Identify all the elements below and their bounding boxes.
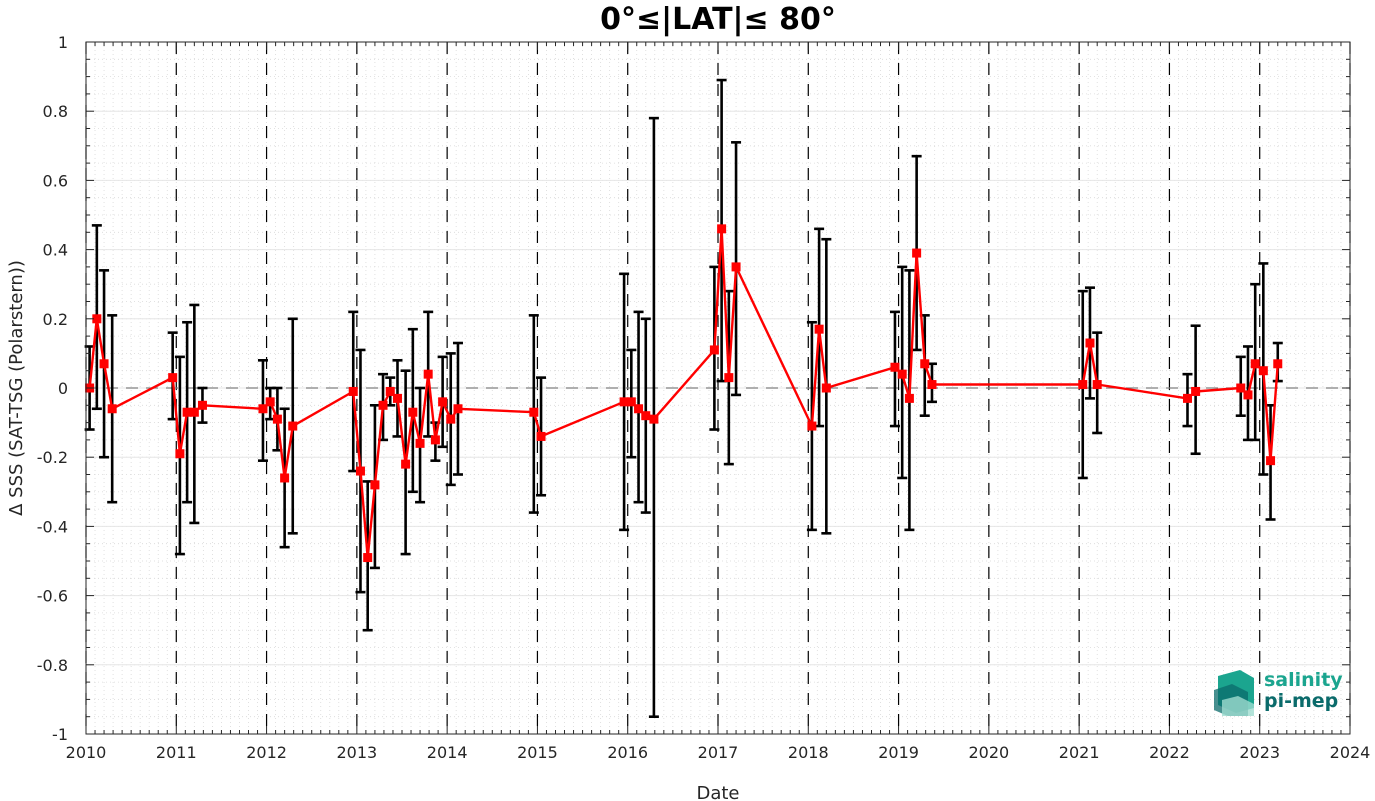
data-point bbox=[927, 380, 937, 390]
data-point bbox=[709, 345, 719, 355]
y-tick-label: 0.2 bbox=[43, 310, 68, 329]
data-point bbox=[175, 449, 185, 459]
data-point bbox=[821, 383, 831, 393]
data-point bbox=[912, 248, 922, 258]
errorbar-layer bbox=[84, 78, 1283, 719]
x-tick-label: 2018 bbox=[788, 743, 829, 762]
data-point bbox=[1258, 366, 1268, 376]
data-point bbox=[348, 386, 358, 396]
x-tick-label: 2021 bbox=[1059, 743, 1100, 762]
data-point bbox=[197, 400, 207, 410]
data-point bbox=[626, 397, 636, 407]
data-point bbox=[415, 438, 425, 448]
x-tick-labels: 2010 2011 2012 2013 2014 2015 2016 2017 2018 2019… bbox=[66, 743, 1371, 762]
x-tick-label: 2019 bbox=[878, 743, 919, 762]
data-point bbox=[258, 404, 268, 414]
x-tick-label: 2023 bbox=[1239, 743, 1280, 762]
data-point bbox=[724, 373, 734, 383]
data-point bbox=[807, 421, 817, 431]
data-point bbox=[717, 224, 727, 234]
data-point bbox=[272, 414, 282, 424]
data-point bbox=[641, 411, 651, 421]
y-tick-label: -1 bbox=[52, 725, 68, 744]
y-tick-label: 0.4 bbox=[43, 241, 68, 260]
y-tick-label: -0.2 bbox=[37, 448, 68, 467]
y-tick-label: -0.4 bbox=[37, 517, 68, 536]
data-point bbox=[430, 435, 440, 445]
data-point bbox=[408, 407, 418, 417]
data-point bbox=[99, 359, 109, 369]
x-tick-label: 2015 bbox=[517, 743, 558, 762]
data-point bbox=[392, 393, 402, 403]
data-point bbox=[1266, 456, 1276, 466]
y-tick-label: 0.6 bbox=[43, 171, 68, 190]
data-point bbox=[731, 262, 741, 272]
y-axis-title: Δ SSS (SAT-TSG (Polarstern)) bbox=[6, 260, 27, 516]
x-tick-label: 2013 bbox=[336, 743, 377, 762]
data-point bbox=[92, 314, 102, 324]
data-point bbox=[385, 386, 395, 396]
y-tick-labels: -1 -0.8 -0.6 -0.4 -0.2 0 0.2 0.4 0.6 0.8 1 bbox=[37, 33, 68, 744]
y-tick-label: 1 bbox=[58, 33, 68, 52]
data-point bbox=[1191, 386, 1201, 396]
x-tick-label: 2014 bbox=[427, 743, 468, 762]
y-tick-label: 0.8 bbox=[43, 102, 68, 121]
logo-line2: pi-mep bbox=[1264, 690, 1338, 712]
data-point bbox=[1250, 359, 1260, 369]
data-point bbox=[446, 414, 456, 424]
data-point bbox=[1092, 380, 1102, 390]
data-point bbox=[423, 369, 433, 379]
data-point bbox=[265, 397, 275, 407]
data-point bbox=[1273, 359, 1283, 369]
logo-line1: salinity bbox=[1264, 669, 1343, 691]
x-tick-label: 2010 bbox=[66, 743, 107, 762]
data-point bbox=[189, 407, 199, 417]
chart-title: 0°≤|LAT|≤ 80° bbox=[600, 2, 836, 37]
data-point bbox=[1243, 390, 1253, 400]
data-point bbox=[280, 473, 290, 483]
data-point bbox=[814, 324, 824, 334]
data-point bbox=[355, 466, 365, 476]
data-point bbox=[1182, 393, 1192, 403]
data-point bbox=[890, 362, 900, 372]
data-point bbox=[634, 404, 644, 414]
series-layer bbox=[85, 224, 1283, 563]
salinity-pi-mep-logo: salinity pi-mep bbox=[1214, 669, 1343, 716]
x-tick-label: 2012 bbox=[246, 743, 287, 762]
data-point bbox=[288, 421, 298, 431]
data-point bbox=[370, 480, 380, 490]
data-point bbox=[1078, 380, 1088, 390]
x-tick-label: 2024 bbox=[1330, 743, 1371, 762]
data-point bbox=[536, 431, 546, 441]
x-axis-title: Date bbox=[696, 783, 739, 801]
y-tick-label: -0.8 bbox=[37, 656, 68, 675]
data-point bbox=[649, 414, 659, 424]
data-point bbox=[897, 369, 907, 379]
data-point bbox=[453, 404, 463, 414]
data-point bbox=[904, 393, 914, 403]
data-point bbox=[168, 373, 178, 383]
data-point bbox=[529, 407, 539, 417]
y-tick-label: -0.6 bbox=[37, 587, 68, 606]
logo-wave-icon bbox=[1214, 670, 1254, 716]
data-point bbox=[438, 397, 448, 407]
y-tick-label: 0 bbox=[58, 379, 68, 398]
data-point bbox=[920, 359, 930, 369]
frame-layer bbox=[85, 41, 1351, 735]
x-tick-label: 2017 bbox=[698, 743, 739, 762]
data-point bbox=[401, 459, 411, 469]
data-point bbox=[1085, 338, 1095, 348]
data-point bbox=[107, 404, 117, 414]
series-line bbox=[88, 227, 1279, 559]
x-tick-label: 2020 bbox=[968, 743, 1009, 762]
x-tick-label: 2022 bbox=[1149, 743, 1190, 762]
data-point bbox=[363, 553, 373, 563]
x-tick-label: 2016 bbox=[607, 743, 648, 762]
x-tick-label: 2011 bbox=[156, 743, 197, 762]
data-point bbox=[1236, 383, 1246, 393]
data-point bbox=[378, 400, 388, 410]
